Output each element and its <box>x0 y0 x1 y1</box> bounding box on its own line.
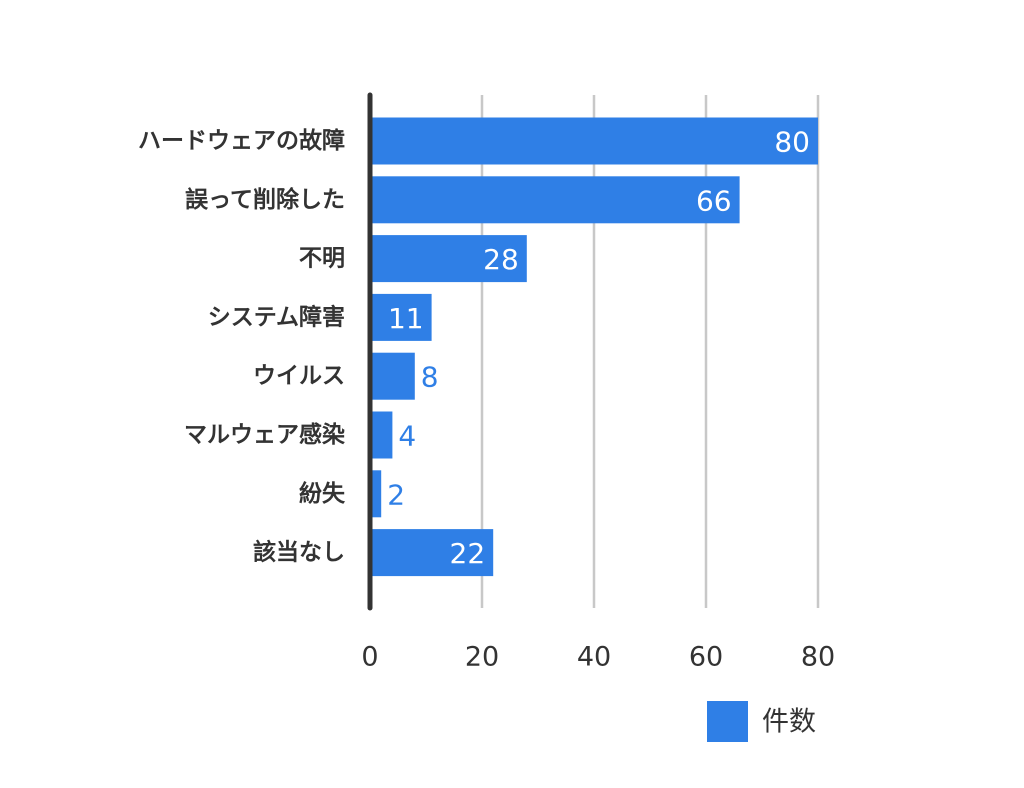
data-label-4: 11 <box>388 302 424 335</box>
category-label-8: 該当なし <box>253 539 345 566</box>
category-label-6: マルウェア感染 <box>184 421 345 448</box>
category-label-1: ハードウェアの故障 <box>138 127 345 154</box>
category-label-2: 誤って削除した <box>185 186 345 213</box>
x-tick-label-80: 80 <box>801 642 835 673</box>
data-label-1: 80 <box>774 126 810 159</box>
x-tick-label-20: 20 <box>465 642 499 673</box>
bar-6 <box>370 411 393 459</box>
data-label-3: 28 <box>483 243 519 276</box>
category-label-5: ウイルス <box>253 363 345 389</box>
category-label-4: システム障害 <box>208 303 345 330</box>
category-label-7: 紛失 <box>299 480 346 507</box>
data-label-8: 22 <box>450 537 486 570</box>
x-axis-tick-labels: 0 20 40 60 80 <box>361 642 835 673</box>
legend-label: 件数 <box>762 707 816 738</box>
category-label-3: 不明 <box>299 246 345 272</box>
legend: 件数 <box>707 701 816 742</box>
bar-2 <box>370 176 740 224</box>
data-label-2: 66 <box>696 184 732 217</box>
data-label-7: 2 <box>387 478 405 511</box>
bar-8 <box>370 529 494 577</box>
bar-1 <box>370 117 818 165</box>
category-labels: ハードウェアの故障誤って削除した不明システム障害ウイルスマルウェア感染紛失該当な… <box>138 127 346 566</box>
bar-3 <box>370 235 527 283</box>
x-tick-label-0: 0 <box>361 642 378 673</box>
bar-4 <box>370 293 432 341</box>
data-label-6: 4 <box>398 420 416 453</box>
bar-7 <box>370 470 382 518</box>
x-tick-label-40: 40 <box>577 642 611 673</box>
legend-swatch <box>707 701 748 742</box>
x-tick-label-60: 60 <box>689 642 723 673</box>
gridlines <box>480 95 820 608</box>
data-label-5: 8 <box>421 361 439 394</box>
bar-5 <box>370 352 415 400</box>
